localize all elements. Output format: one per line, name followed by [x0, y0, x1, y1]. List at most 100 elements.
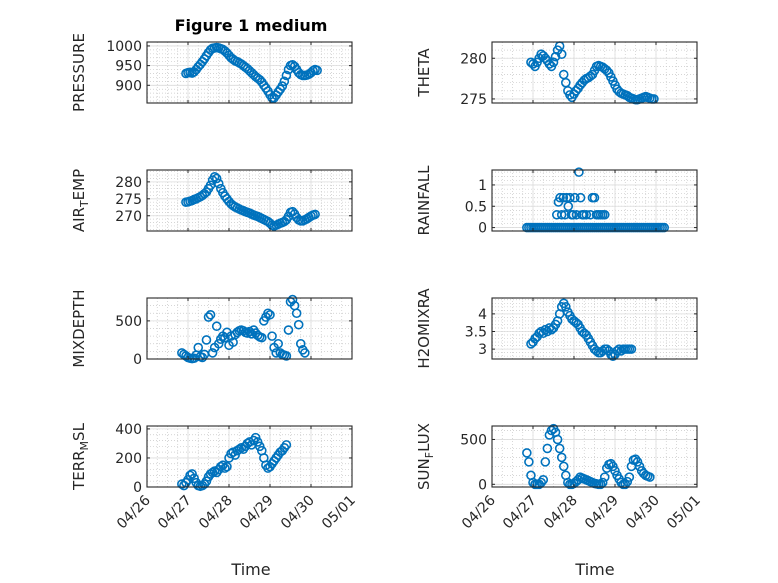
- data-point: [283, 325, 294, 335]
- y-tick-label: 280: [115, 175, 142, 191]
- data-point: [281, 351, 292, 361]
- y-tick-label: 275: [115, 192, 142, 208]
- data-points: [181, 171, 320, 231]
- data-point: [563, 201, 574, 212]
- x-tick-label: 04/27: [155, 493, 195, 533]
- data-point: [211, 173, 222, 184]
- y-tick-label: 400: [115, 422, 142, 438]
- data-point: [630, 454, 641, 464]
- grid: [147, 170, 352, 231]
- y-tick-label: 1000: [106, 39, 142, 55]
- axes-box: [491, 425, 698, 488]
- subplot-8: 0 500 SUNFLUX 04/26 04/27 04/28 04/29 04/30 05/0…: [415, 423, 704, 532]
- axes-box: [491, 297, 698, 360]
- data-point: [589, 192, 600, 203]
- data-point: [556, 209, 567, 220]
- y-axis-label-4: RAINFALL: [415, 165, 433, 236]
- data-point: [220, 332, 230, 343]
- y-axis-label-3: AIRTEMP: [70, 169, 91, 232]
- data-points: [522, 167, 670, 233]
- data-point: [300, 348, 310, 358]
- data-point: [601, 65, 612, 76]
- data-point: [570, 192, 580, 203]
- subplot-4: 0 0.5 1 RAINFALL: [415, 165, 698, 237]
- y-tick-label: 500: [115, 314, 142, 330]
- subplot-6: 3 3.54 H2OMIXRA: [415, 288, 698, 369]
- data-point: [624, 472, 635, 482]
- y-axis-label-7: TERRMSL: [70, 422, 91, 491]
- data-point: [540, 457, 551, 467]
- data-points: [177, 432, 292, 492]
- data-point: [177, 479, 187, 489]
- data-point: [599, 209, 610, 220]
- data-point: [209, 466, 220, 476]
- data-points: [526, 298, 637, 361]
- x-tick-label: 04/29: [237, 493, 277, 533]
- data-point: [634, 461, 645, 472]
- data-point: [295, 338, 306, 349]
- y-tick-label: 3: [478, 342, 487, 358]
- grid: [492, 42, 697, 103]
- data-point: [608, 461, 618, 472]
- data-point: [558, 461, 569, 472]
- axes-box: [146, 169, 353, 232]
- data-point: [293, 319, 304, 330]
- data-point: [281, 70, 292, 81]
- data-point: [267, 331, 277, 341]
- data-point: [659, 222, 670, 233]
- x-tick-label: 04/26: [459, 492, 499, 532]
- data-point: [542, 443, 553, 454]
- y-tick-label: 900: [115, 78, 142, 94]
- axes-box: [146, 297, 353, 360]
- data-point: [581, 209, 592, 220]
- x-tick-label: 05/01: [664, 493, 704, 533]
- data-point: [556, 452, 567, 463]
- y-axis-label-6: H2OMIXRA: [415, 288, 433, 369]
- x-tick-label: 04/27: [500, 493, 540, 533]
- subplot-2: 275 280 THETA: [415, 41, 698, 108]
- x-tick-label: 04/30: [623, 493, 663, 533]
- data-point: [574, 167, 584, 177]
- y-axis-label-1: PRESSURE: [70, 33, 88, 112]
- grid: [147, 426, 352, 487]
- data-point: [216, 461, 226, 472]
- subplot-5: 0 500 MIXDEPTH: [70, 289, 353, 368]
- data-point: [201, 335, 212, 345]
- data-point: [222, 461, 232, 472]
- y-tick-label: 0: [133, 480, 142, 496]
- data-point: [265, 309, 275, 320]
- data-point: [556, 49, 567, 60]
- axes-box: [146, 425, 353, 488]
- y-axis-label-5: MIXDEPTH: [70, 289, 88, 367]
- data-point: [538, 475, 549, 485]
- data-point: [277, 81, 288, 91]
- y-tick-label: 3.5: [465, 324, 487, 340]
- x-tick-label: 04/28: [541, 493, 581, 533]
- x-tick-label: 04/28: [196, 493, 236, 533]
- data-point: [281, 440, 292, 450]
- data-point: [645, 472, 655, 482]
- data-point: [211, 321, 222, 332]
- data-point: [610, 466, 620, 476]
- subplot-1: 900 950 1000 PRESSURE: [70, 33, 353, 112]
- data-point: [207, 348, 218, 358]
- major-grid: [492, 426, 697, 487]
- y-tick-label: 0: [478, 221, 487, 237]
- data-point: [220, 463, 230, 473]
- axes-box: [491, 169, 698, 232]
- y-tick-label: 275: [460, 92, 487, 108]
- x-tick-label: 05/01: [319, 493, 359, 533]
- x-axis-label-left: Time: [230, 560, 270, 579]
- data-point: [620, 479, 631, 490]
- data-point: [599, 472, 610, 482]
- data-point: [565, 192, 575, 203]
- data-points: [526, 41, 659, 105]
- data-point: [548, 57, 559, 68]
- y-tick-label: 200: [115, 451, 142, 467]
- data-point: [560, 302, 571, 312]
- data-point: [291, 308, 302, 319]
- data-point: [213, 178, 224, 189]
